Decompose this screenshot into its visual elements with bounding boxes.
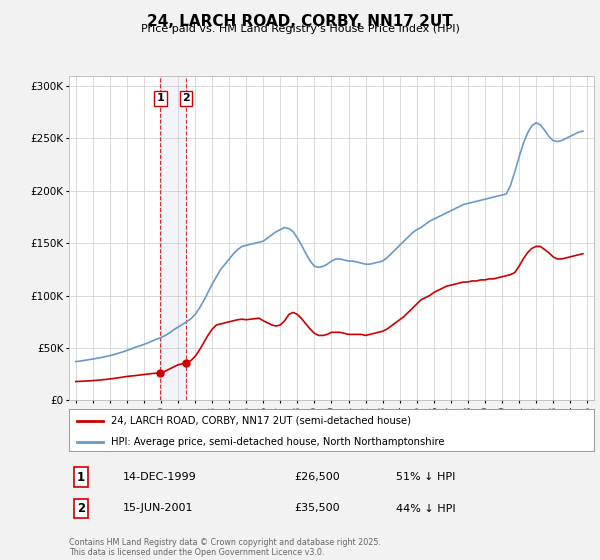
Text: 51% ↓ HPI: 51% ↓ HPI: [396, 472, 455, 482]
Text: 1: 1: [157, 94, 164, 104]
Text: 24, LARCH ROAD, CORBY, NN17 2UT (semi-detached house): 24, LARCH ROAD, CORBY, NN17 2UT (semi-de…: [111, 416, 411, 426]
Text: £35,500: £35,500: [294, 503, 340, 514]
Bar: [160, 76, 186, 400]
Text: 24, LARCH ROAD, CORBY, NN17 2UT: 24, LARCH ROAD, CORBY, NN17 2UT: [147, 14, 453, 29]
Text: 2: 2: [77, 502, 85, 515]
Text: 2: 2: [182, 94, 190, 104]
Text: 15-JUN-2001: 15-JUN-2001: [123, 503, 193, 514]
Text: Contains HM Land Registry data © Crown copyright and database right 2025.
This d: Contains HM Land Registry data © Crown c…: [69, 538, 381, 557]
Text: 14-DEC-1999: 14-DEC-1999: [123, 472, 197, 482]
Text: £26,500: £26,500: [294, 472, 340, 482]
Text: Price paid vs. HM Land Registry's House Price Index (HPI): Price paid vs. HM Land Registry's House …: [140, 24, 460, 34]
Text: 1: 1: [77, 470, 85, 484]
Text: 44% ↓ HPI: 44% ↓ HPI: [396, 503, 455, 514]
Text: HPI: Average price, semi-detached house, North Northamptonshire: HPI: Average price, semi-detached house,…: [111, 437, 445, 446]
